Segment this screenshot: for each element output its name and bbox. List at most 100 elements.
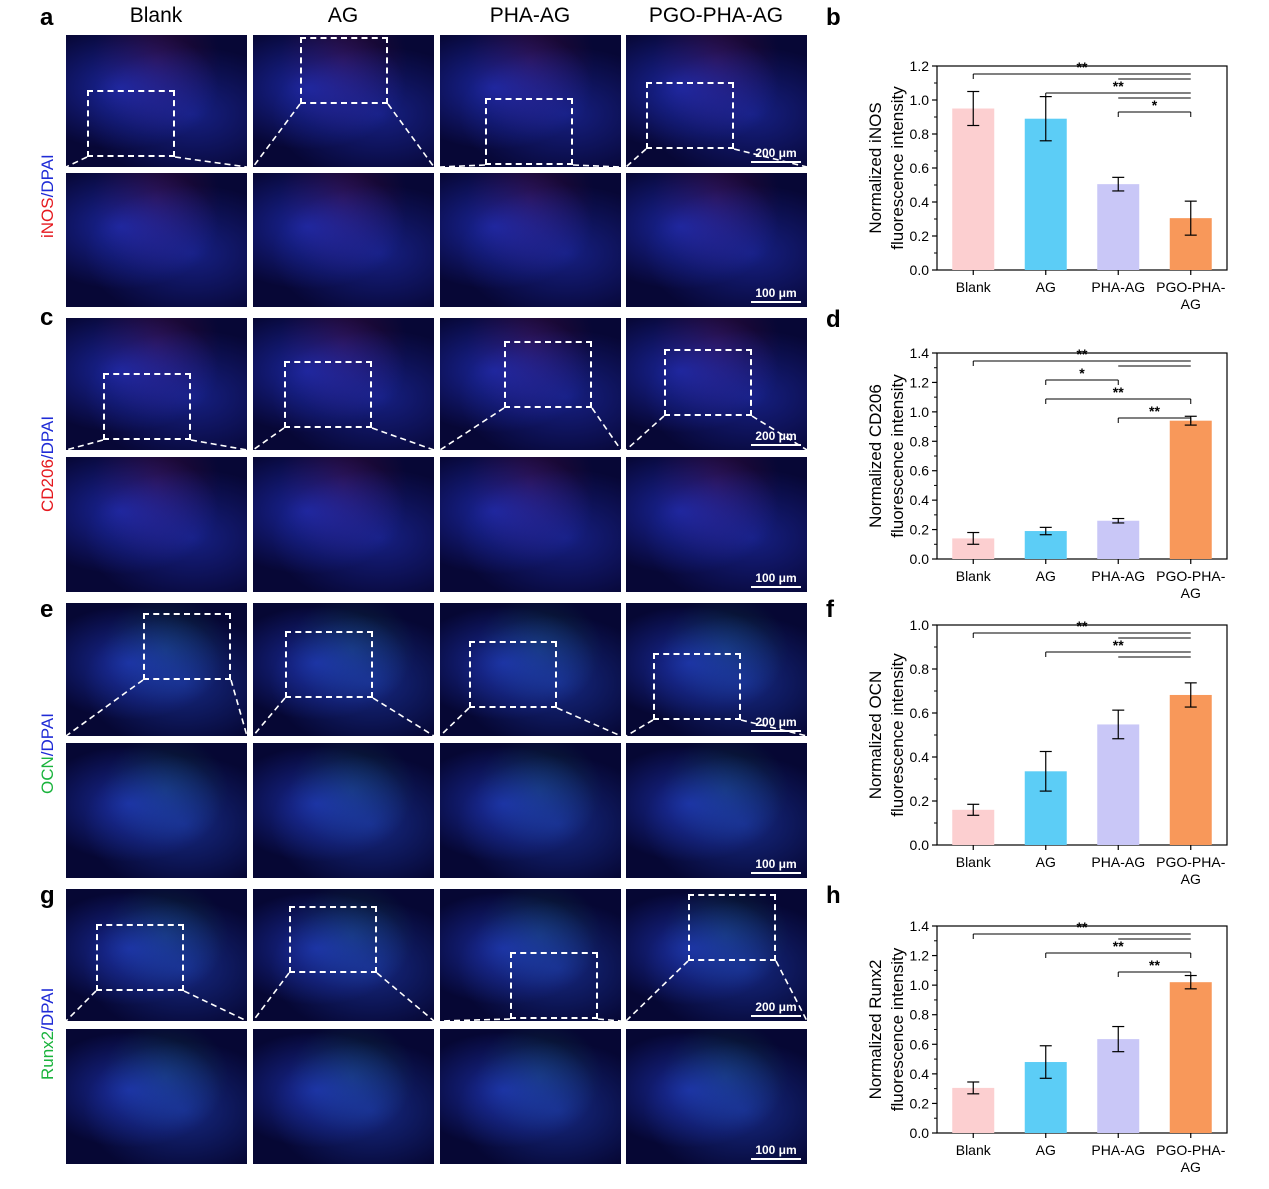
zoom-connector (440, 164, 486, 167)
zoom-connector (66, 990, 97, 1021)
scale-bar-line (751, 301, 801, 303)
zoom-connector (174, 156, 247, 167)
significance-label: ** (1077, 919, 1088, 935)
zoom-connector (66, 156, 88, 167)
bar-pha-ag (1097, 1039, 1140, 1133)
panel-letter-b: b (826, 4, 841, 31)
zoom-connector-lines (66, 679, 247, 736)
micrograph-runx2-pha-ag-overview (440, 889, 621, 1021)
scale-bar-100: 100 μm (751, 857, 801, 874)
x-tick-label: AG (1181, 1159, 1201, 1175)
x-tick-label: AG (1036, 854, 1056, 870)
micrograph-cd206-blank-overview (66, 318, 247, 450)
zoom-region-box (289, 906, 377, 973)
zoom-connector (387, 103, 434, 167)
x-tick-label: AG (1181, 585, 1201, 601)
zoom-connector (591, 407, 621, 450)
zoom-connector (740, 719, 807, 736)
micrograph-runx2-pha-ag-zoom (440, 1029, 621, 1164)
y-tick-label: 0.4 (910, 1066, 930, 1082)
zoom-connector (626, 415, 665, 450)
scale-bar-line (751, 1158, 801, 1160)
scale-bar-label: 200 μm (755, 1000, 797, 1014)
y-tick-label: 0.6 (910, 705, 930, 721)
bar-pha-ag (1097, 520, 1140, 559)
bar-pgo-pha-ag (1169, 982, 1212, 1133)
zoom-connector-lines (253, 697, 434, 736)
zoom-connector (440, 707, 470, 736)
micrograph-runx2-blank-zoom (66, 1029, 247, 1164)
scale-bar-100: 100 μm (751, 286, 801, 303)
panel-letter-f: f (826, 596, 834, 623)
x-tick-label: PHA-AG (1091, 1142, 1145, 1158)
zoom-connector (66, 439, 104, 450)
zoom-region-box (284, 361, 372, 428)
y-tick-label: 0.6 (910, 1036, 930, 1052)
y-tick-label: 1.2 (910, 948, 930, 964)
zoom-connector-lines (626, 148, 807, 167)
zoom-connector (597, 1018, 621, 1021)
x-tick-label: PHA-AG (1091, 568, 1145, 584)
scale-bar-label: 100 μm (755, 286, 797, 300)
zoom-region-box (143, 613, 231, 680)
column-header-pha-ag: PHA-AG (489, 4, 571, 27)
scale-bar-line (751, 730, 801, 732)
column-header-ag: AG (327, 4, 359, 27)
y-tick-label: 1.2 (910, 58, 930, 74)
zoom-connector (572, 164, 621, 167)
y-tick-label: 0.8 (910, 126, 930, 142)
zoom-connector (626, 960, 689, 1021)
micrograph-runx2-pgo-pha-ag-zoom: 100 μm (626, 1029, 807, 1164)
zoom-connector-lines (440, 707, 621, 736)
zoom-region-box (653, 653, 741, 720)
bar-pha-ag (1097, 724, 1140, 845)
x-tick-label: AG (1181, 871, 1201, 887)
zoom-region-box (469, 641, 557, 708)
micrograph-inos-pgo-pha-ag-overview: 200 μm (626, 35, 807, 167)
significance-label: * (1152, 97, 1158, 113)
micrograph-ocn-ag-overview (253, 603, 434, 736)
zoom-connector-lines (66, 156, 247, 167)
x-tick-label: Blank (956, 279, 992, 295)
scale-bar-200: 200 μm (751, 1000, 801, 1017)
micrograph-ocn-pgo-pha-ag-overview: 200 μm (626, 603, 807, 736)
chart-h: 0.0 0.2 0.4 0.6 0.8 1.0 1.2 1.4 Normalized Runx2… (866, 918, 1228, 1175)
x-tick-label: PGO-PHA- (1156, 854, 1226, 870)
scale-bar-line (751, 1015, 801, 1017)
micrograph-inos-blank-zoom (66, 173, 247, 307)
x-tick-label: PGO-PHA- (1156, 279, 1226, 295)
y-tick-label: 0.4 (910, 749, 930, 765)
micrograph-ocn-pha-ag-overview (440, 603, 621, 736)
zoom-connector-lines (253, 427, 434, 450)
significance-label: ** (1077, 346, 1088, 362)
micrograph-cd206-blank-zoom (66, 457, 247, 592)
zoom-connector-lines (66, 439, 247, 450)
y-axis-label: Normalized Runx2 (866, 960, 885, 1100)
y-tick-label: 0.8 (910, 1007, 930, 1023)
micrograph-runx2-ag-zoom (253, 1029, 434, 1164)
zoom-region-box (300, 37, 388, 104)
micrograph-ocn-blank-zoom (66, 743, 247, 878)
y-axis-label: fluorescence intensity (888, 947, 907, 1111)
micrograph-ocn-ag-zoom (253, 743, 434, 878)
x-tick-label: Blank (956, 568, 992, 584)
micrograph-runx2-ag-overview (253, 889, 434, 1021)
bar-pgo-pha-ag (1169, 694, 1212, 845)
significance-label: ** (1149, 957, 1160, 973)
zoom-connector (733, 148, 807, 167)
zoom-connector-lines (626, 719, 807, 736)
scale-bar-label: 100 μm (755, 1143, 797, 1157)
chart-b: 0.0 0.2 0.4 0.6 0.8 1.0 1.2 Normalized iNOS fluo… (866, 58, 1228, 312)
panel-letter-e: e (40, 596, 54, 623)
bar-blank (952, 108, 995, 270)
y-tick-label: 0.6 (910, 463, 930, 479)
zoom-connector (440, 1018, 511, 1021)
y-tick-label: 1.0 (910, 617, 930, 633)
bar-pgo-pha-ag (1169, 420, 1212, 559)
y-tick-label: 0.0 (910, 551, 930, 567)
zoom-connector (253, 427, 285, 450)
bar-blank (952, 1087, 995, 1133)
significance-label: ** (1113, 938, 1124, 954)
y-axis-label: Normalized OCN (866, 671, 885, 799)
zoom-region-box (646, 82, 734, 149)
